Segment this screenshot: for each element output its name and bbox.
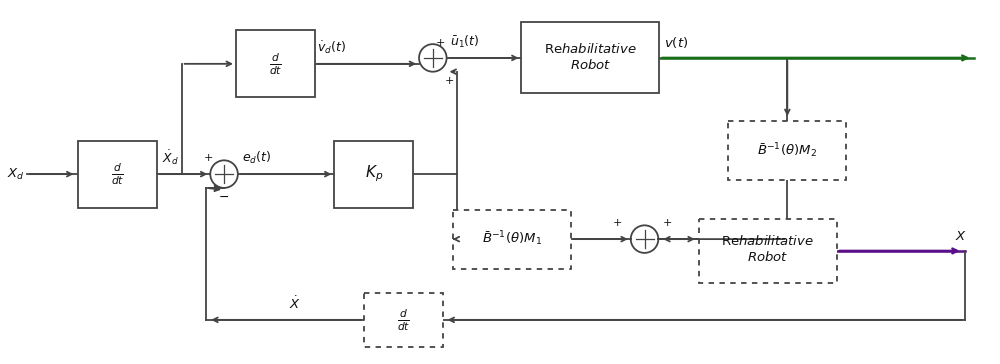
Text: $X$: $X$	[955, 230, 967, 243]
Text: $+$: $+$	[662, 217, 672, 228]
Text: $\dot{X}$: $\dot{X}$	[289, 295, 301, 312]
Text: $\frac{d}{dt}$: $\frac{d}{dt}$	[269, 51, 282, 76]
Bar	[453, 210, 571, 269]
Text: $+$: $+$	[203, 152, 213, 163]
Bar	[236, 30, 315, 97]
Text: $\dot{X}_d$: $\dot{X}_d$	[162, 149, 179, 167]
Text: $+$: $+$	[612, 217, 622, 228]
Text: $X_d$: $X_d$	[7, 167, 24, 182]
Text: $\bar{u}_1(t)$: $\bar{u}_1(t)$	[450, 34, 479, 50]
Text: Re$\it{habilitative}$: Re$\it{habilitative}$	[721, 234, 814, 248]
Bar	[364, 293, 443, 347]
Text: $\frac{d}{dt}$: $\frac{d}{dt}$	[111, 161, 124, 187]
Text: $\frac{d}{dt}$: $\frac{d}{dt}$	[397, 307, 410, 333]
Text: $\dot{v}_d(t)$: $\dot{v}_d(t)$	[317, 39, 346, 56]
Text: $+$: $+$	[435, 37, 445, 48]
Text: Re$\it{habilitative}$: Re$\it{habilitative}$	[544, 42, 637, 56]
Text: $e_d(t)$: $e_d(t)$	[242, 150, 271, 166]
Bar	[521, 23, 659, 94]
Text: $v(t)$: $v(t)$	[664, 35, 688, 50]
Text: $\it{Robot}$: $\it{Robot}$	[747, 250, 788, 264]
Text: $\bar{B}^{-1}(\theta)M_2$: $\bar{B}^{-1}(\theta)M_2$	[757, 141, 817, 160]
Bar	[334, 141, 413, 207]
Text: $\it{Robot}$: $\it{Robot}$	[570, 58, 611, 72]
Text: $\bar{B}^{-1}(\theta)M_1$: $\bar{B}^{-1}(\theta)M_1$	[482, 230, 542, 248]
Bar	[728, 121, 846, 180]
Bar	[78, 141, 157, 207]
Text: $-$: $-$	[218, 190, 230, 203]
Text: $+$: $+$	[444, 75, 455, 86]
Bar	[699, 219, 837, 284]
Text: $K_p$: $K_p$	[365, 164, 383, 185]
